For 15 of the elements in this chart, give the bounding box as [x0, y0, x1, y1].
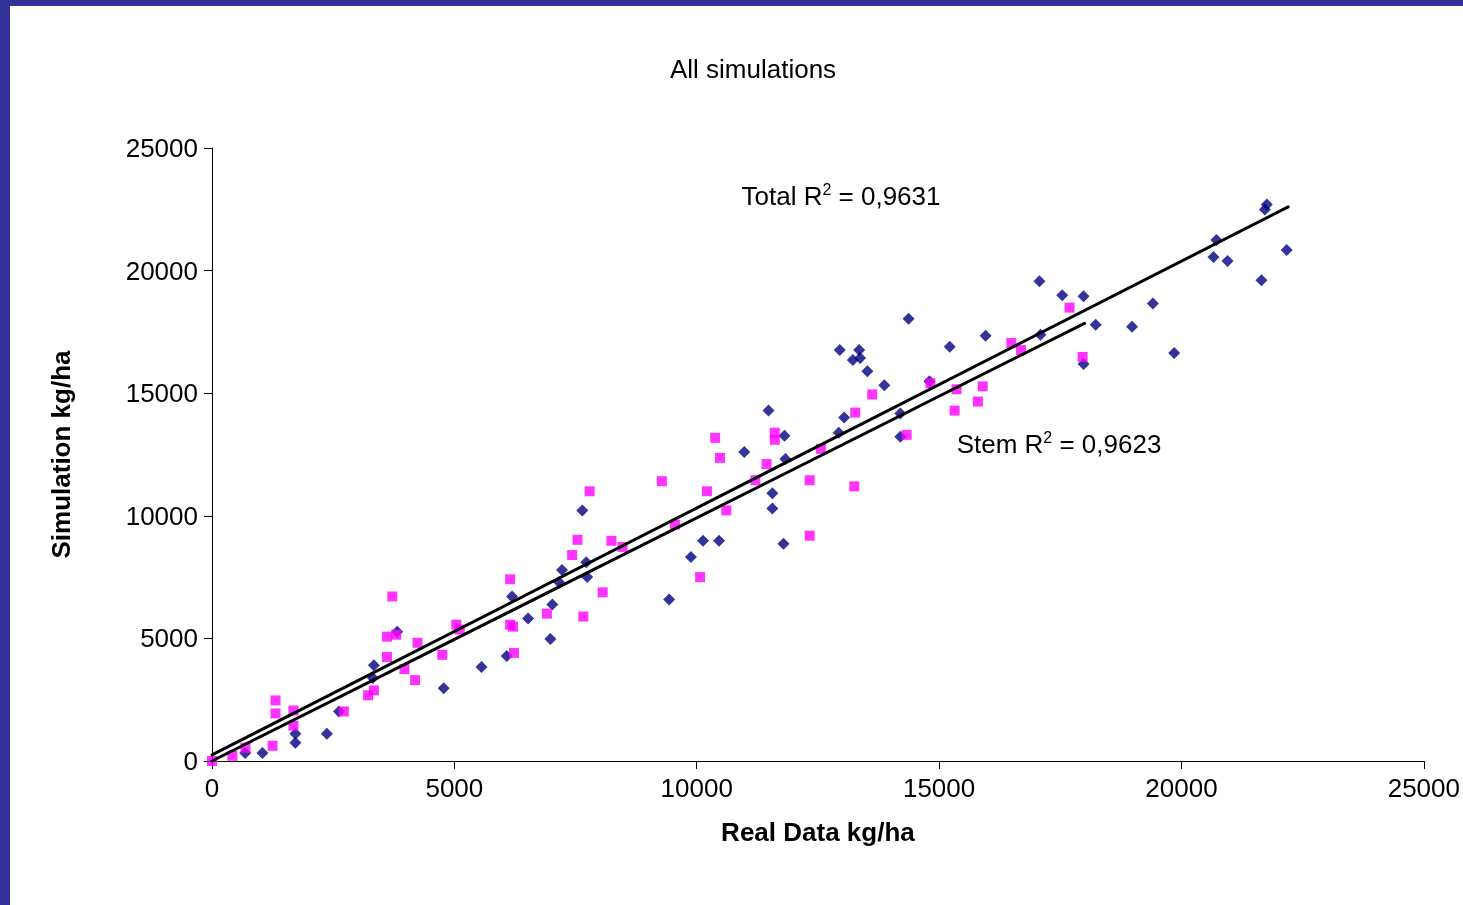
y-tick-label: 5000 — [140, 623, 198, 654]
x-tick-label: 20000 — [1145, 773, 1218, 803]
y-tick-label: 25000 — [125, 133, 198, 163]
x-tick-label: 5000 — [425, 773, 484, 803]
y-tick-label: 10000 — [125, 500, 198, 531]
y-tick-label: 0 — [183, 746, 198, 776]
y-tick-label: 20000 — [125, 255, 198, 286]
x-axis-title: Real Data kg/ha — [721, 817, 916, 847]
chart-title: All simulations — [669, 54, 837, 84]
x-tick-label: 25000 — [1387, 773, 1461, 803]
x-tick-label: 10000 — [660, 773, 733, 803]
y-axis-title: Simulation kg/ha — [46, 349, 76, 559]
y-tick-label: 15000 — [125, 378, 198, 409]
x-tick-label: 0 — [204, 773, 220, 803]
x-tick-label: 15000 — [902, 773, 976, 803]
